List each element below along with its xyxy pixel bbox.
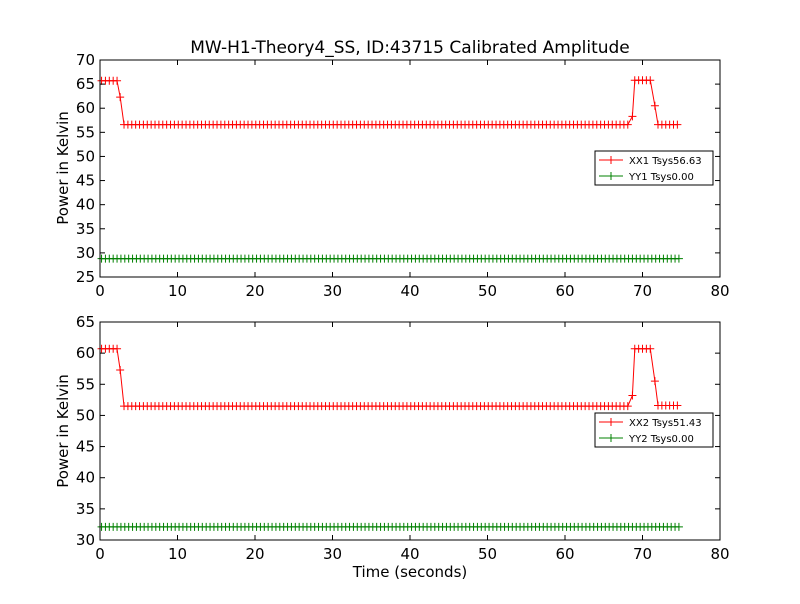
legend: XX1 Tsys56.63 YY1 Tsys0.00 bbox=[594, 150, 714, 186]
y-tick-label: 40 bbox=[76, 196, 95, 214]
data-point bbox=[116, 93, 125, 102]
bottom-plot: Power in Kelvin Time (seconds) 0 10 20 30 40… bbox=[54, 313, 730, 581]
x-tick-label: 0 bbox=[95, 545, 105, 563]
top-ylabel: Power in Kelvin bbox=[54, 111, 72, 225]
x-tick-label: 20 bbox=[245, 282, 264, 300]
x-tick-label: 40 bbox=[400, 282, 419, 300]
y-tick-label: 45 bbox=[76, 438, 95, 456]
y-tick-label: 55 bbox=[76, 375, 95, 393]
legend-label: XX2 Tsys51.43 bbox=[629, 418, 702, 429]
y-tick-label: 25 bbox=[76, 268, 95, 286]
y-tick-label: 60 bbox=[76, 344, 95, 362]
y-tick-label: 45 bbox=[76, 172, 95, 190]
x-tick-label: 80 bbox=[710, 545, 729, 563]
x-tick-label: 30 bbox=[323, 282, 342, 300]
data-point bbox=[650, 101, 659, 110]
y-tick-label: 55 bbox=[76, 123, 95, 141]
y-tick-label: 35 bbox=[76, 500, 95, 518]
data-point bbox=[646, 76, 655, 85]
legend-marker bbox=[607, 156, 615, 164]
x-tick-label: 60 bbox=[555, 545, 574, 563]
x-tick-label: 20 bbox=[245, 545, 264, 563]
y-tick-label: 50 bbox=[76, 406, 95, 424]
y-tick-label: 50 bbox=[76, 147, 95, 165]
bottom-ylabel: Power in Kelvin bbox=[54, 374, 72, 488]
legend: XX2 Tsys51.43 YY2 Tsys0.00 bbox=[594, 412, 714, 448]
data-point bbox=[628, 112, 637, 121]
legend-label: YY2 Tsys0.00 bbox=[628, 434, 694, 445]
x-tick-label: 10 bbox=[168, 282, 187, 300]
y-tick-label: 30 bbox=[76, 531, 95, 549]
y-tick-label: 40 bbox=[76, 469, 95, 487]
series-markers-1 bbox=[97, 76, 682, 129]
legend-box bbox=[594, 150, 714, 186]
data-point bbox=[674, 522, 683, 531]
y-tick-label: 70 bbox=[76, 51, 95, 69]
x-tick-label: 0 bbox=[95, 282, 105, 300]
data-point bbox=[116, 365, 125, 374]
legend-marker bbox=[607, 172, 615, 180]
x-tick-label: 70 bbox=[633, 545, 652, 563]
legend-box bbox=[594, 412, 714, 448]
data-point bbox=[623, 402, 632, 411]
series-markers-2 bbox=[97, 254, 683, 263]
data-point bbox=[628, 391, 637, 400]
series-markers-1 bbox=[97, 344, 682, 411]
legend-label: XX1 Tsys56.63 bbox=[629, 156, 702, 167]
legend-marker bbox=[607, 418, 615, 426]
x-tick-label: 10 bbox=[168, 545, 187, 563]
x-tick-label: 80 bbox=[710, 282, 729, 300]
data-point bbox=[673, 401, 682, 410]
legend-label: YY1 Tsys0.00 bbox=[628, 172, 694, 183]
bottom-xlabel: Time (seconds) bbox=[352, 563, 468, 581]
y-tick-label: 30 bbox=[76, 244, 95, 262]
y-tick-label: 65 bbox=[76, 313, 95, 331]
data-point bbox=[646, 344, 655, 353]
x-tick-label: 60 bbox=[555, 282, 574, 300]
data-point bbox=[623, 120, 632, 129]
top-plot: Power in Kelvin 0 10 20 30 40 50 60 70 80 25 30 35 4… bbox=[54, 51, 730, 300]
data-point bbox=[113, 76, 122, 85]
x-tick-label: 50 bbox=[478, 545, 497, 563]
data-point bbox=[673, 120, 682, 129]
data-point bbox=[650, 377, 659, 386]
x-tick-label: 30 bbox=[323, 545, 342, 563]
data-point bbox=[674, 254, 683, 263]
series-markers-2 bbox=[97, 522, 683, 531]
data-point bbox=[113, 344, 122, 353]
y-tick-label: 60 bbox=[76, 99, 95, 117]
y-tick-label: 35 bbox=[76, 220, 95, 238]
x-tick-label: 70 bbox=[633, 282, 652, 300]
x-tick-label: 50 bbox=[478, 282, 497, 300]
figure-title: MW-H1-Theory4_SS, ID:43715 Calibrated Am… bbox=[190, 38, 630, 58]
legend-marker bbox=[607, 434, 615, 442]
y-tick-label: 65 bbox=[76, 75, 95, 93]
x-tick-label: 40 bbox=[400, 545, 419, 563]
